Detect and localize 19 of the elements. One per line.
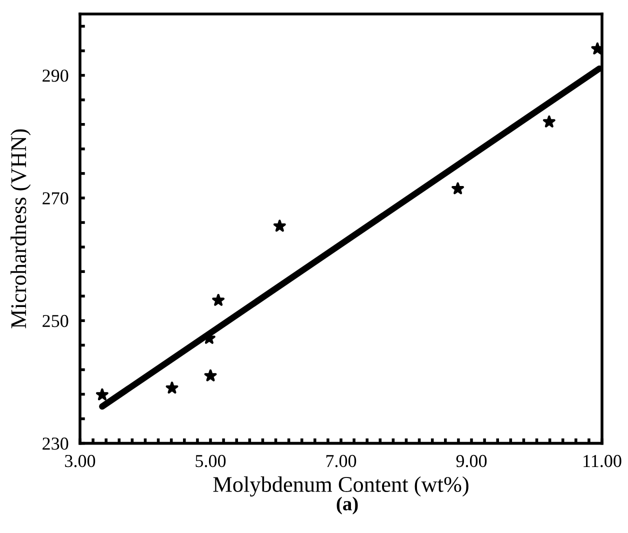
y-axis-title: Microhardness (VHN) xyxy=(10,129,31,328)
x-tick-label: 5.00 xyxy=(196,454,226,468)
y-tick-label: 250 xyxy=(42,314,68,328)
point xyxy=(542,115,556,128)
point xyxy=(166,382,178,394)
text: (a) xyxy=(336,496,358,514)
point xyxy=(96,388,108,400)
point xyxy=(452,182,464,194)
y-tick-label: 230 xyxy=(42,438,68,450)
x-tick-label: 3.00 xyxy=(65,454,96,468)
x-tick-label: 11.00 xyxy=(584,454,622,468)
x-tick-label: 7.00 xyxy=(326,454,356,468)
point xyxy=(273,220,286,232)
x-axis-title: Molybdenum Content (wt%) xyxy=(213,476,468,497)
x-tick-label: 9.00 xyxy=(456,454,487,468)
y-tick-label: 290 xyxy=(42,70,68,82)
y-tick-label: 270 xyxy=(42,192,68,204)
point xyxy=(204,369,217,382)
point xyxy=(212,294,225,306)
